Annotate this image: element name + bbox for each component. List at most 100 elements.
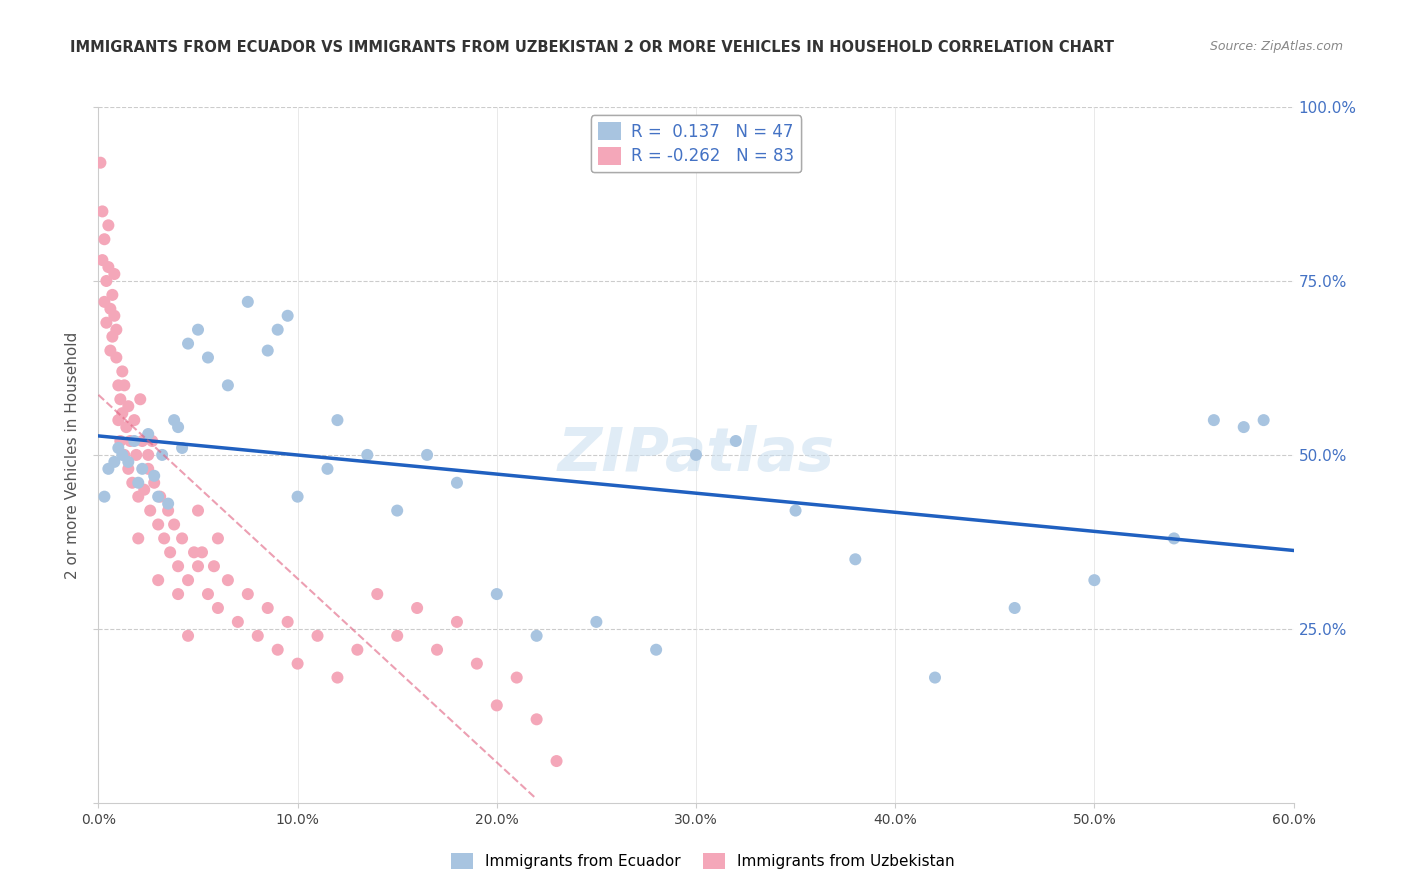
Point [149,490,172,504]
Point [485,698,508,713]
Point [139,503,162,517]
Point [127,490,149,504]
Point [1083,573,1105,587]
Point [526,629,548,643]
Point [100,343,122,358]
Point [89,155,111,169]
Point [546,754,568,768]
Legend: Immigrants from Ecuador, Immigrants from Uzbekistan: Immigrants from Ecuador, Immigrants from… [446,847,960,875]
Point [117,462,139,476]
Point [506,671,529,685]
Point [93,232,115,246]
Point [326,671,349,685]
Point [346,642,368,657]
Point [1163,532,1185,546]
Point [187,559,209,574]
Point [97,219,120,233]
Point [307,629,329,643]
Point [406,601,429,615]
Point [236,294,259,309]
Point [446,615,468,629]
Point [1233,420,1256,434]
Point [246,629,269,643]
Point [1253,413,1275,427]
Point [356,448,378,462]
Point [110,434,132,448]
Point [426,642,449,657]
Point [110,392,132,407]
Point [93,490,115,504]
Point [191,545,214,559]
Point [217,378,239,392]
Point [131,434,153,448]
Point [117,455,139,469]
Point [96,274,118,288]
Point [148,517,170,532]
Point [277,309,299,323]
Text: IMMIGRANTS FROM ECUADOR VS IMMIGRANTS FROM UZBEKISTAN 2 OR MORE VEHICLES IN HOUS: IMMIGRANTS FROM ECUADOR VS IMMIGRANTS FR… [70,40,1115,55]
Point [157,503,180,517]
Point [236,587,259,601]
Point [127,475,149,490]
Point [136,427,159,442]
Point [115,420,138,434]
Point [124,434,146,448]
Point [385,503,409,517]
Point [187,503,209,517]
Point [101,288,124,302]
Point [385,629,409,643]
Point [256,601,278,615]
Point [112,378,135,392]
Point [111,448,134,462]
Point [129,392,152,407]
Point [103,267,125,281]
Point [844,552,866,566]
Point [131,462,153,476]
Point [207,532,229,546]
Point [1004,601,1026,615]
Text: ZIPatlas: ZIPatlas [557,425,835,484]
Point [197,587,219,601]
Point [163,517,186,532]
Point [217,573,239,587]
Point [187,323,209,337]
Point [100,301,122,316]
Point [167,587,190,601]
Point [685,448,707,462]
Point [226,615,249,629]
Point [167,420,190,434]
Point [125,448,148,462]
Point [96,316,118,330]
Point [107,441,129,455]
Point [157,497,180,511]
Point [105,323,128,337]
Point [143,475,166,490]
Point [585,615,607,629]
Point [91,253,114,268]
Point [107,413,129,427]
Point [159,545,181,559]
Point [197,351,219,365]
Point [148,490,170,504]
Point [785,503,807,517]
Point [326,413,349,427]
Point [120,434,142,448]
Legend: R =  0.137   N = 47, R = -0.262   N = 83: R = 0.137 N = 47, R = -0.262 N = 83 [591,115,801,172]
Point [366,587,388,601]
Point [153,532,176,546]
Point [121,475,143,490]
Point [117,399,139,413]
Point [724,434,747,448]
Point [277,615,299,629]
Point [256,343,278,358]
Point [446,475,468,490]
Point [177,336,200,351]
Y-axis label: 2 or more Vehicles in Household: 2 or more Vehicles in Household [65,331,80,579]
Point [177,573,200,587]
Point [416,448,439,462]
Point [526,712,548,726]
Point [111,406,134,420]
Point [316,462,339,476]
Point [202,559,225,574]
Point [207,601,229,615]
